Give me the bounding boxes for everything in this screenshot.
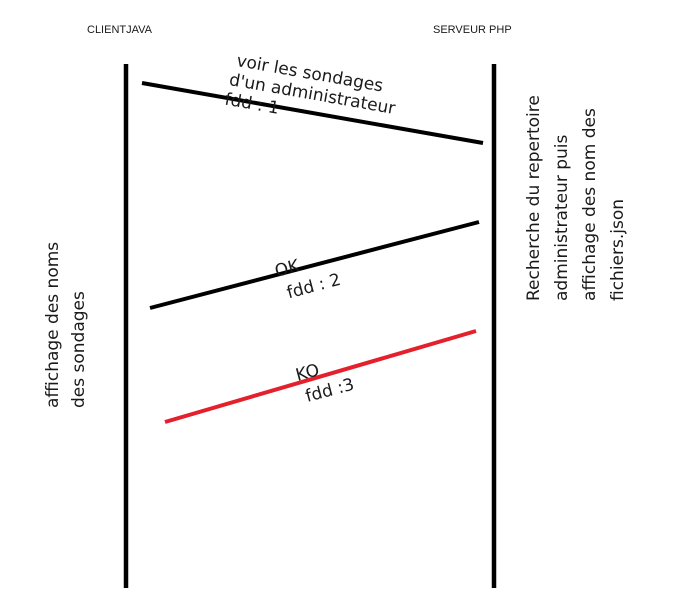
ok-response-line [149,220,480,310]
ko-response-line [164,329,477,424]
request-message-line [141,81,484,145]
server-note-line-1: Recherche du repertoire [524,95,544,301]
server-actor-label: SERVEUR PHP [433,24,512,36]
client-actor-label: CLIENTJAVA [87,24,153,36]
ok-response-line-1: OK [273,256,303,282]
ko-response-line-1: KO [294,360,322,385]
ko-response-label: KO fdd :3 [294,360,357,407]
server-note-line-4: fichiers.json [608,199,628,301]
server-note-line-3: affichage des nom des [580,108,600,301]
client-note: affichage des noms des sondages [43,242,89,408]
client-note-line-1: affichage des noms [43,242,63,408]
ok-response-label: OK fdd : 2 [273,256,343,304]
client-note-line-2: des sondages [69,291,89,408]
server-note-line-2: administrateur puis [552,135,572,301]
server-note: Recherche du repertoire administrateur p… [524,95,628,301]
